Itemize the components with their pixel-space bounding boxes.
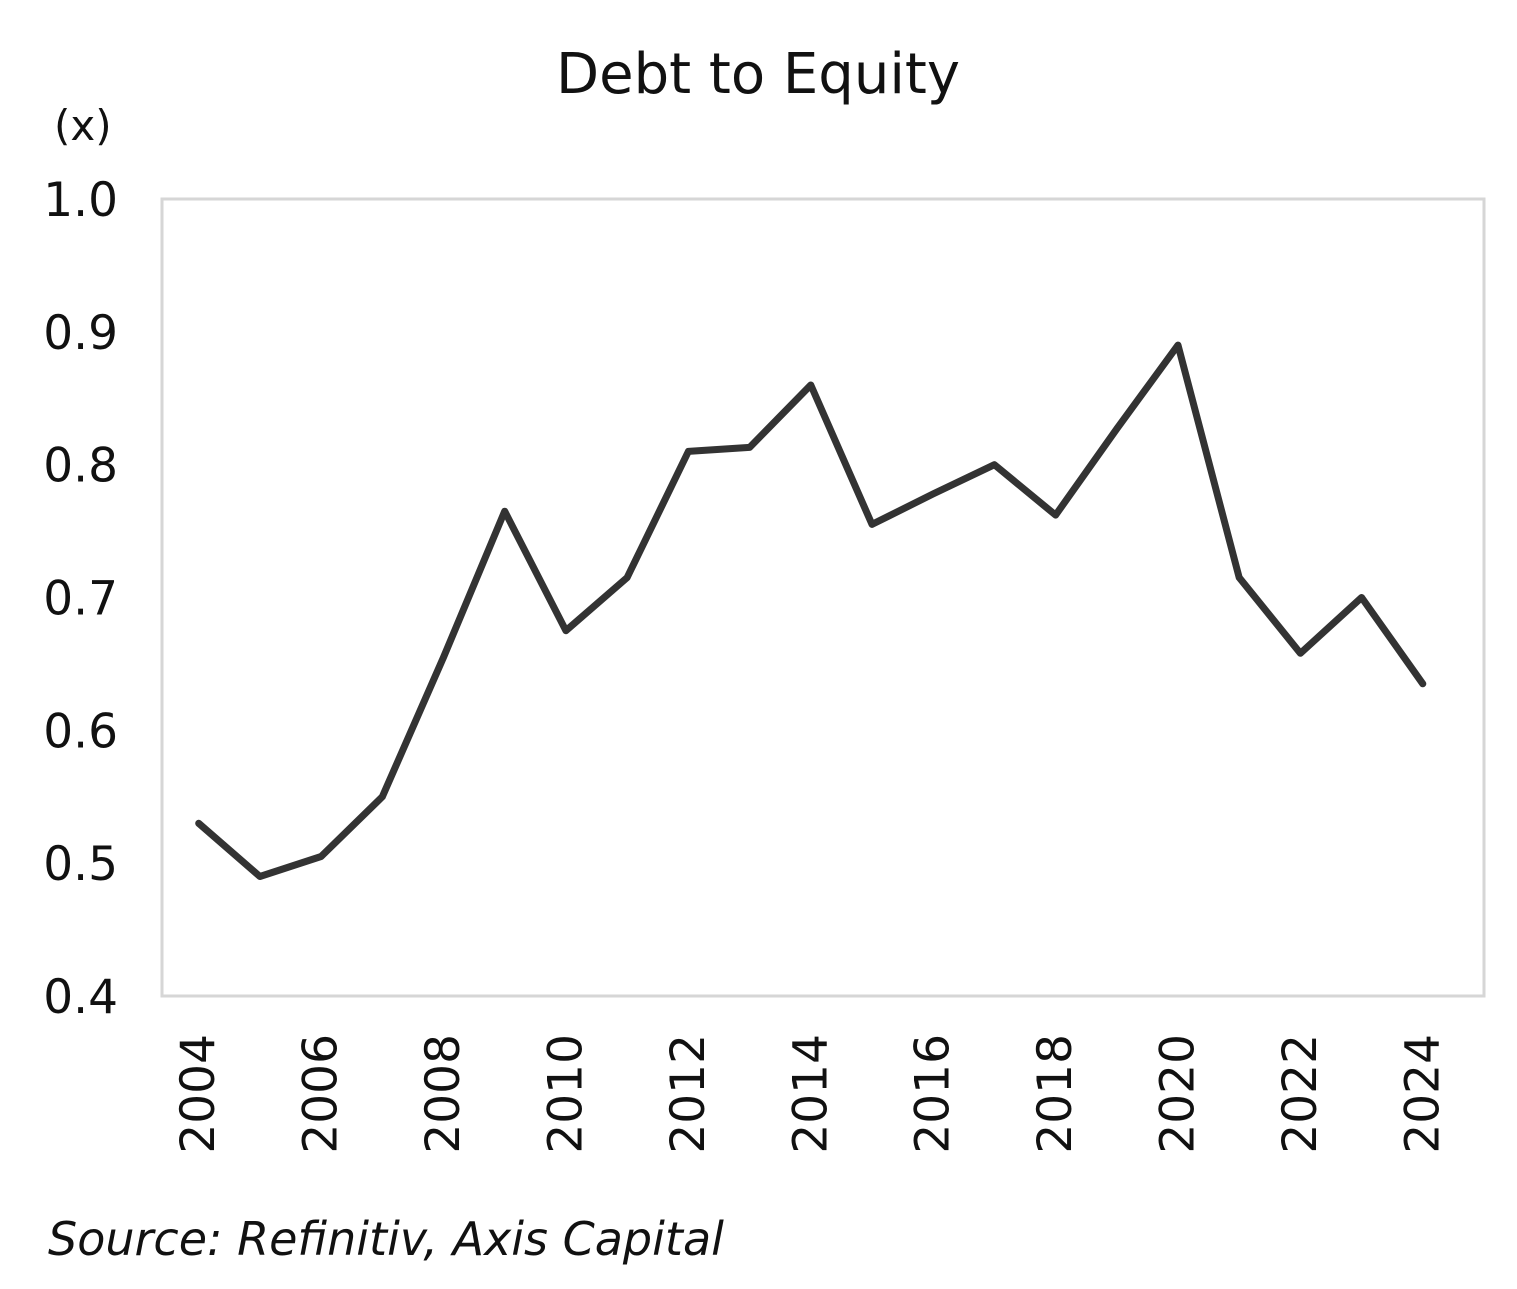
data-point (1174, 342, 1181, 349)
data-point (1052, 512, 1059, 519)
y-tick-label: 0.6 (43, 704, 118, 759)
x-tick-label: 2008 (416, 1034, 471, 1154)
x-tick-label: 2010 (538, 1034, 593, 1154)
data-point (807, 381, 814, 388)
x-tick-label: 2022 (1273, 1034, 1328, 1154)
x-tick-label: 2020 (1150, 1034, 1205, 1154)
x-tick-label: 2016 (906, 1034, 961, 1154)
source-note: Source: Refinitiv, Axis Capital (48, 1212, 724, 1266)
data-point (685, 448, 692, 455)
data-point (991, 461, 998, 468)
data-point (868, 521, 875, 528)
x-tick-label: 2006 (294, 1034, 349, 1154)
y-tick-label: 0.8 (43, 439, 118, 494)
data-point (1358, 594, 1365, 601)
data-point (746, 444, 753, 451)
chart-title: Debt to Equity (556, 42, 960, 107)
data-point (1113, 425, 1120, 432)
data-point (1419, 680, 1426, 687)
plot-area-frame (160, 197, 1486, 998)
y-tick-label: 1.0 (43, 173, 118, 228)
series-layer (195, 341, 1427, 880)
data-point (256, 873, 263, 880)
data-point (1297, 650, 1304, 657)
data-point (440, 654, 447, 661)
y-tick-label: 0.5 (43, 837, 118, 892)
x-tick-label: 2004 (171, 1034, 226, 1154)
y-tick-label: 0.4 (43, 970, 118, 1025)
y-tick-label: 0.9 (43, 306, 118, 361)
x-tick-label: 2018 (1028, 1034, 1083, 1154)
x-tick-label: 2014 (783, 1034, 838, 1154)
data-point (624, 574, 631, 581)
data-point (562, 627, 569, 634)
data-point (1236, 574, 1243, 581)
data-point (318, 853, 325, 860)
x-tick-label: 2012 (661, 1034, 716, 1154)
data-point (930, 490, 937, 497)
y-tick-label: 0.7 (43, 572, 118, 627)
data-point (379, 793, 386, 800)
x-tick-label: 2024 (1395, 1034, 1450, 1154)
y-axis-ticks: 0.4 0.5 0.6 0.7 0.8 0.9 1.0 (43, 173, 118, 1025)
x-axis-ticks: 2004 2006 2008 2010 2012 2014 2016 2018 2020 2022… (171, 1034, 1450, 1154)
data-point (195, 820, 202, 827)
y-axis-unit-label: (x) (54, 101, 112, 150)
data-point (501, 508, 508, 515)
